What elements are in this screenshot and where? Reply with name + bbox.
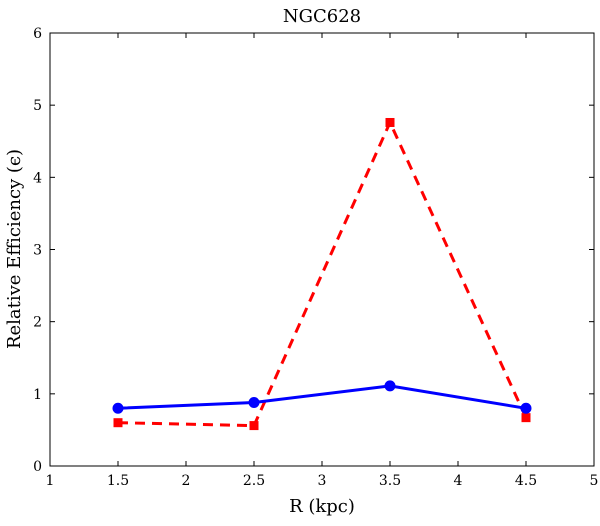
y-tick-label: 5 (33, 98, 42, 114)
y-axis-label: Relative Efficiency (ϵ) (4, 149, 25, 349)
series-line-dashed-red-square (117, 118, 528, 428)
data-point-solid-blue-circle (112, 402, 124, 414)
y-tick-label: 2 (33, 315, 42, 331)
x-tick-label: 3.5 (379, 473, 401, 489)
data-point-dashed-red-square (113, 418, 123, 428)
data-point-solid-blue-circle (384, 380, 396, 392)
data-point-solid-blue-circle (248, 396, 260, 408)
y-tick-label: 1 (33, 387, 42, 403)
x-axis-label: R (kpc) (289, 496, 355, 517)
x-tick-label: 3 (318, 473, 327, 489)
x-tick-label: 4.5 (515, 473, 537, 489)
y-tick-label: 3 (33, 243, 42, 259)
x-tick-label: 2.5 (243, 473, 265, 489)
x-tick-label: 1 (46, 473, 55, 489)
chart-title: NGC628 (283, 6, 361, 27)
x-tick-label: 4 (454, 473, 463, 489)
y-tick-label: 0 (33, 459, 42, 475)
x-tick-label: 1.5 (107, 473, 129, 489)
series-line-solid-blue-circle (117, 384, 527, 410)
data-point-dashed-red-square (385, 117, 395, 127)
x-tick-label: 2 (182, 473, 191, 489)
y-tick-label: 4 (33, 170, 42, 186)
x-tick-label: 5 (590, 473, 599, 489)
data-point-dashed-red-square (521, 413, 531, 423)
y-tick-label: 6 (33, 26, 42, 42)
plot-frame (49, 32, 595, 467)
data-point-solid-blue-circle (520, 402, 532, 414)
data-point-dashed-red-square (249, 421, 259, 431)
